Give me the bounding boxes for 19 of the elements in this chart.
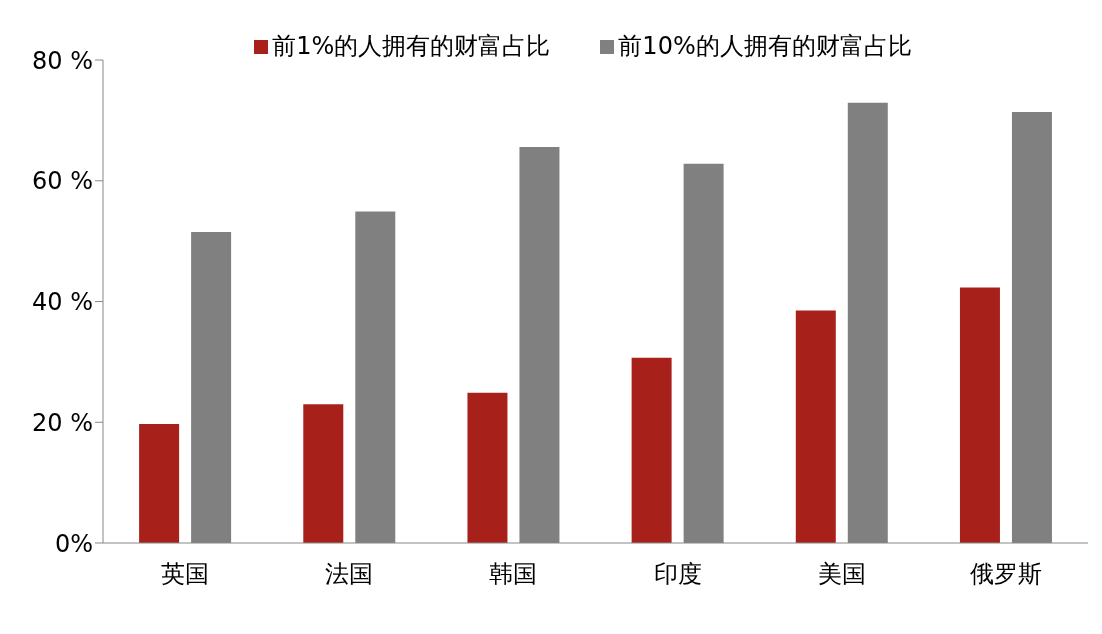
- bar: [467, 392, 508, 543]
- bar: [631, 357, 672, 543]
- x-tick-label: 美国: [817, 560, 866, 589]
- x-tick-label: 韩国: [489, 560, 538, 589]
- y-tick-label: 80 %: [32, 46, 93, 75]
- legend-label: 前10%的人拥有的财富占比: [618, 32, 912, 60]
- x-tick-label: 印度: [653, 560, 702, 589]
- y-tick-label: 60 %: [32, 167, 93, 196]
- x-tick-label: 法国: [325, 560, 374, 589]
- bar: [959, 287, 1000, 543]
- y-tick-label: 20 %: [32, 408, 93, 437]
- bar: [303, 404, 344, 543]
- legend-label: 前1%的人拥有的财富占比: [272, 32, 551, 60]
- y-tick-label: 40 %: [32, 288, 93, 317]
- y-tick-label: 0%: [54, 529, 93, 558]
- x-tick-label: 英国: [161, 560, 210, 589]
- bar: [139, 424, 180, 543]
- x-tick-label: 俄罗斯: [969, 560, 1042, 589]
- bar: [795, 310, 836, 543]
